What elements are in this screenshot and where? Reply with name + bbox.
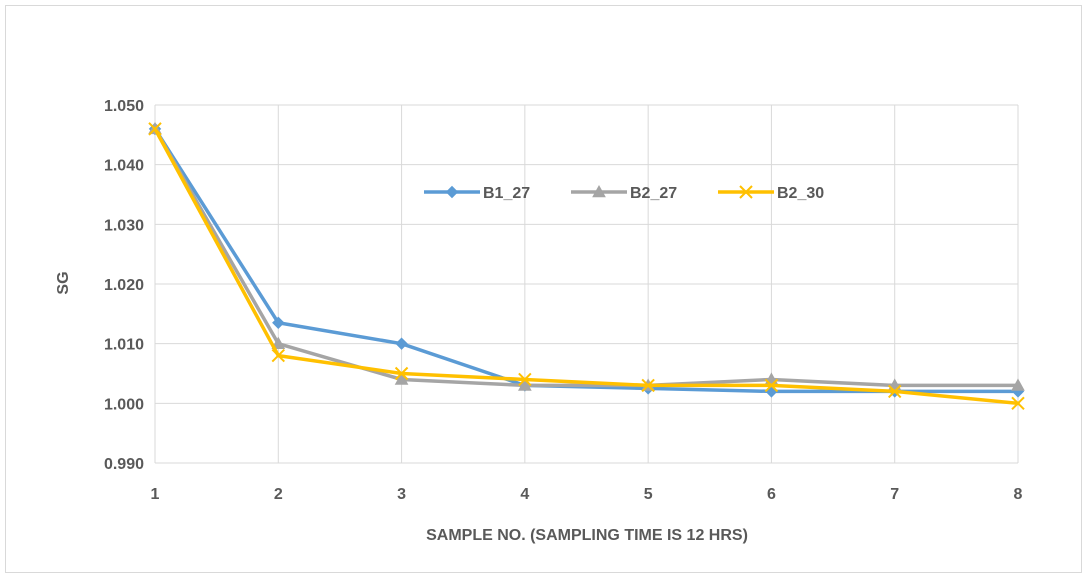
x-tick-label: 5 (644, 486, 653, 503)
gridlines (154, 104, 1019, 464)
legend-item: B2_27 (571, 184, 677, 202)
series-b2-30 (148, 122, 1025, 411)
legend-label: B2_27 (630, 185, 677, 202)
data-point (148, 122, 162, 136)
series-line (153, 127, 1020, 394)
series-line (153, 127, 1020, 406)
y-tick-label: 1.000 (104, 396, 144, 413)
x-tick-label: 1 (151, 486, 160, 503)
y-tick-label: 1.020 (104, 277, 144, 294)
data-point (764, 378, 779, 393)
y-tick-label: 1.040 (104, 158, 144, 175)
x-axis-ticks: 1 2 3 4 5 6 7 8 (151, 486, 1023, 503)
x-tick-label: 3 (397, 486, 406, 503)
legend-item: B2_30 (718, 185, 824, 202)
legend-marker (592, 184, 606, 198)
x-tick-label: 8 (1014, 486, 1023, 503)
legend-item: B1_27 (424, 185, 530, 202)
legend-marker (739, 185, 753, 199)
data-point (271, 348, 285, 363)
legend: B1_27 B2_27 B2_30 (424, 184, 824, 202)
y-tick-label: 1.010 (104, 337, 144, 354)
x-axis-title: SAMPLE NO. (SAMPLING TIME IS 12 HRS) (426, 527, 748, 544)
legend-marker (445, 185, 459, 199)
x-tick-label: 6 (767, 486, 776, 503)
data-point (641, 378, 655, 393)
y-tick-label: 0.990 (104, 456, 144, 473)
data-point (888, 384, 902, 399)
data-point (394, 372, 409, 385)
series-layer (148, 121, 1025, 411)
y-tick-label: 1.050 (104, 98, 144, 115)
y-axis-title: SG (55, 271, 72, 294)
data-point (518, 372, 532, 387)
data-point (765, 385, 778, 398)
data-point (395, 337, 408, 350)
x-tick-label: 2 (274, 486, 283, 503)
data-point (1011, 396, 1025, 411)
legend-label: B2_30 (777, 185, 824, 202)
chart-area (5, 5, 1082, 573)
data-point (1011, 378, 1025, 391)
data-point (272, 316, 285, 329)
data-point (518, 378, 532, 391)
data-point (394, 366, 409, 381)
legend-label: B1_27 (483, 185, 530, 202)
data-point (271, 336, 286, 349)
x-tick-label: 4 (520, 486, 529, 503)
series-line (153, 127, 1020, 388)
x-tick-label: 7 (890, 486, 899, 503)
y-tick-label: 1.030 (104, 217, 144, 234)
y-axis-ticks: 0.990 1.000 1.010 1.020 1.030 1.040 1.050 (104, 98, 144, 473)
series-b2-27 (148, 121, 1025, 391)
